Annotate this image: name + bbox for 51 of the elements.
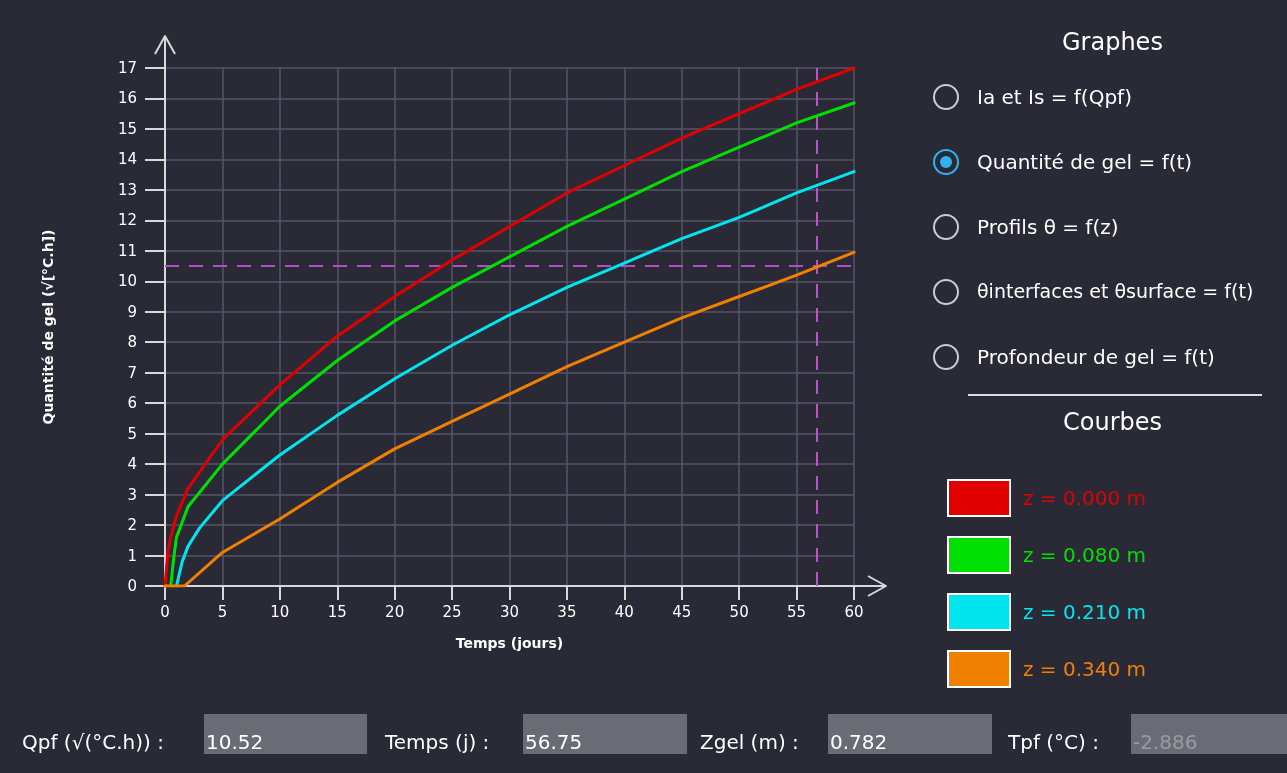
text: Tpf (°C) : [1008,730,1099,754]
text: Graphes [1062,28,1163,56]
legend-label: z = 0.080 m [1023,543,1147,567]
x-tick-label: 20 [385,602,405,621]
text: 56.75 [525,730,583,754]
text: Qpf (√(°C.h)) : [22,730,164,754]
y-tick-label: 15 [117,119,137,138]
x-tick-label: 45 [672,602,692,621]
y-tick-label: 4 [127,455,137,474]
x-tick-label: 55 [787,602,807,621]
x-axis-title: Temps (jours) [455,635,564,651]
text: Profils θ = f(z) [977,215,1119,239]
text: Quantité de gel = f(t) [977,150,1193,174]
y-tick-label: 12 [117,211,137,230]
y-tick-label: 1 [127,546,137,565]
legend-label: z = 0.210 m [1023,600,1147,624]
y-tick-label: 2 [127,516,137,535]
x-tick-label: 25 [442,602,462,621]
y-tick-label: 10 [117,272,137,291]
y-tick-label: 8 [127,333,137,352]
legend-title: Courbes [1063,408,1163,436]
x-tick-label: 30 [499,602,520,621]
y-tick-label: 6 [127,394,137,413]
text: Zgel (m) : [700,730,799,754]
x-tick-label: 5 [217,602,228,621]
x-tick-label: 15 [327,602,347,621]
y-tick-label: 7 [127,363,137,382]
x-tick-label: 40 [614,602,634,621]
y-tick-label: 14 [117,150,137,169]
text: Temps (j) : [385,730,490,754]
text: 0.782 [830,730,888,754]
y-tick-label: 0 [127,577,137,595]
x-tick-label: 35 [557,602,577,621]
legend-label: z = 0.340 m [1023,657,1147,681]
y-tick-label: 9 [127,302,137,321]
x-tick-label: 50 [729,602,749,621]
text: Profondeur de gel = f(t) [977,345,1215,369]
text: Ia et Is = f(Qpf) [977,85,1132,109]
y-tick-label: 13 [117,180,137,199]
y-axis-title: Quantité de gel (√[°C.h]) [40,229,56,425]
y-tick-label: 11 [117,241,137,260]
text: θinterfaces et θsurface = f(t) [977,280,1254,302]
y-tick-label: 3 [127,485,137,504]
x-tick-label: 10 [270,602,290,621]
y-tick-label: 17 [117,59,137,77]
y-tick-label: 16 [117,89,137,108]
legend-label: z = 0.000 m [1023,486,1147,510]
x-tick-label: 0 [160,602,170,621]
x-tick-label: 60 [844,602,864,621]
text: 10.52 [206,730,264,754]
y-tick-label: 5 [127,424,137,443]
